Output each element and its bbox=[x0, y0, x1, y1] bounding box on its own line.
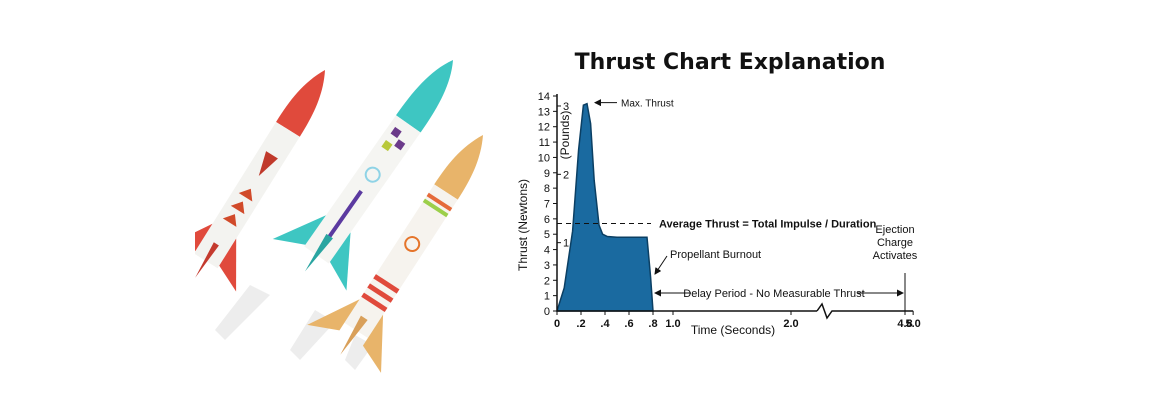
y-tick-label: 2 bbox=[544, 275, 550, 287]
x-axis-label: Time (Seconds) bbox=[691, 323, 775, 337]
x-tick-label: .8 bbox=[648, 318, 657, 330]
y-tick-label: 12 bbox=[538, 122, 550, 134]
chart-title: Thrust Chart Explanation bbox=[574, 50, 886, 75]
delay-label: Delay Period - No Measurable Thrust bbox=[683, 288, 864, 300]
y-tick-label: 6 bbox=[544, 214, 550, 226]
pound-tick-label: 3 bbox=[563, 101, 569, 113]
x-tick-label: 0 bbox=[554, 318, 560, 330]
burnout-label: Propellant Burnout bbox=[670, 249, 761, 261]
smoke-trails bbox=[215, 285, 373, 370]
y-tick-label: 0 bbox=[544, 306, 550, 318]
y-axis-label: Thrust (Newtons) bbox=[516, 179, 530, 271]
teal-rocket bbox=[272, 60, 453, 291]
thrust-area bbox=[555, 102, 654, 312]
x-tick-label: 1.0 bbox=[665, 318, 680, 330]
x-tick-label: .6 bbox=[624, 318, 633, 330]
pound-tick-label: 2 bbox=[563, 169, 569, 181]
y-tick-label: 14 bbox=[538, 91, 550, 103]
x-tick-label: 5.0 bbox=[905, 318, 920, 330]
y-axis-label-pounds: (Pounds) bbox=[558, 111, 572, 160]
x-tick-label: 2.0 bbox=[783, 318, 798, 330]
y-tick-label: 3 bbox=[544, 260, 550, 272]
y-tick-label: 10 bbox=[538, 152, 550, 164]
x-tick-label: .4 bbox=[600, 318, 610, 330]
x-axis-break bbox=[816, 302, 914, 320]
y-tick-label: 11 bbox=[539, 137, 550, 149]
y-tick-label: 8 bbox=[544, 183, 550, 195]
y-tick-label: 7 bbox=[544, 199, 550, 211]
y-tick-label: 9 bbox=[544, 168, 550, 180]
y-tick-label: 5 bbox=[544, 229, 550, 241]
y-tick-label: 1 bbox=[544, 291, 550, 303]
x-tick-label: .2 bbox=[576, 318, 585, 330]
tan-rocket bbox=[307, 135, 483, 373]
ejection-label: Charge bbox=[877, 237, 913, 249]
ejection-label: Activates bbox=[873, 250, 918, 262]
y-tick-label: 13 bbox=[538, 106, 550, 118]
max-thrust-label: Max. Thrust bbox=[621, 99, 674, 110]
pound-tick-label: 1 bbox=[563, 238, 569, 250]
ejection-label: Ejection bbox=[875, 224, 914, 236]
burnout-arrow bbox=[654, 255, 668, 275]
average-thrust-label: Average Thrust = Total Impulse / Duratio… bbox=[659, 218, 877, 230]
red-rocket bbox=[195, 70, 325, 292]
rockets-illustration bbox=[195, 60, 483, 373]
y-tick-label: 4 bbox=[544, 245, 550, 257]
x-tick-label: 4.8 bbox=[897, 318, 912, 330]
